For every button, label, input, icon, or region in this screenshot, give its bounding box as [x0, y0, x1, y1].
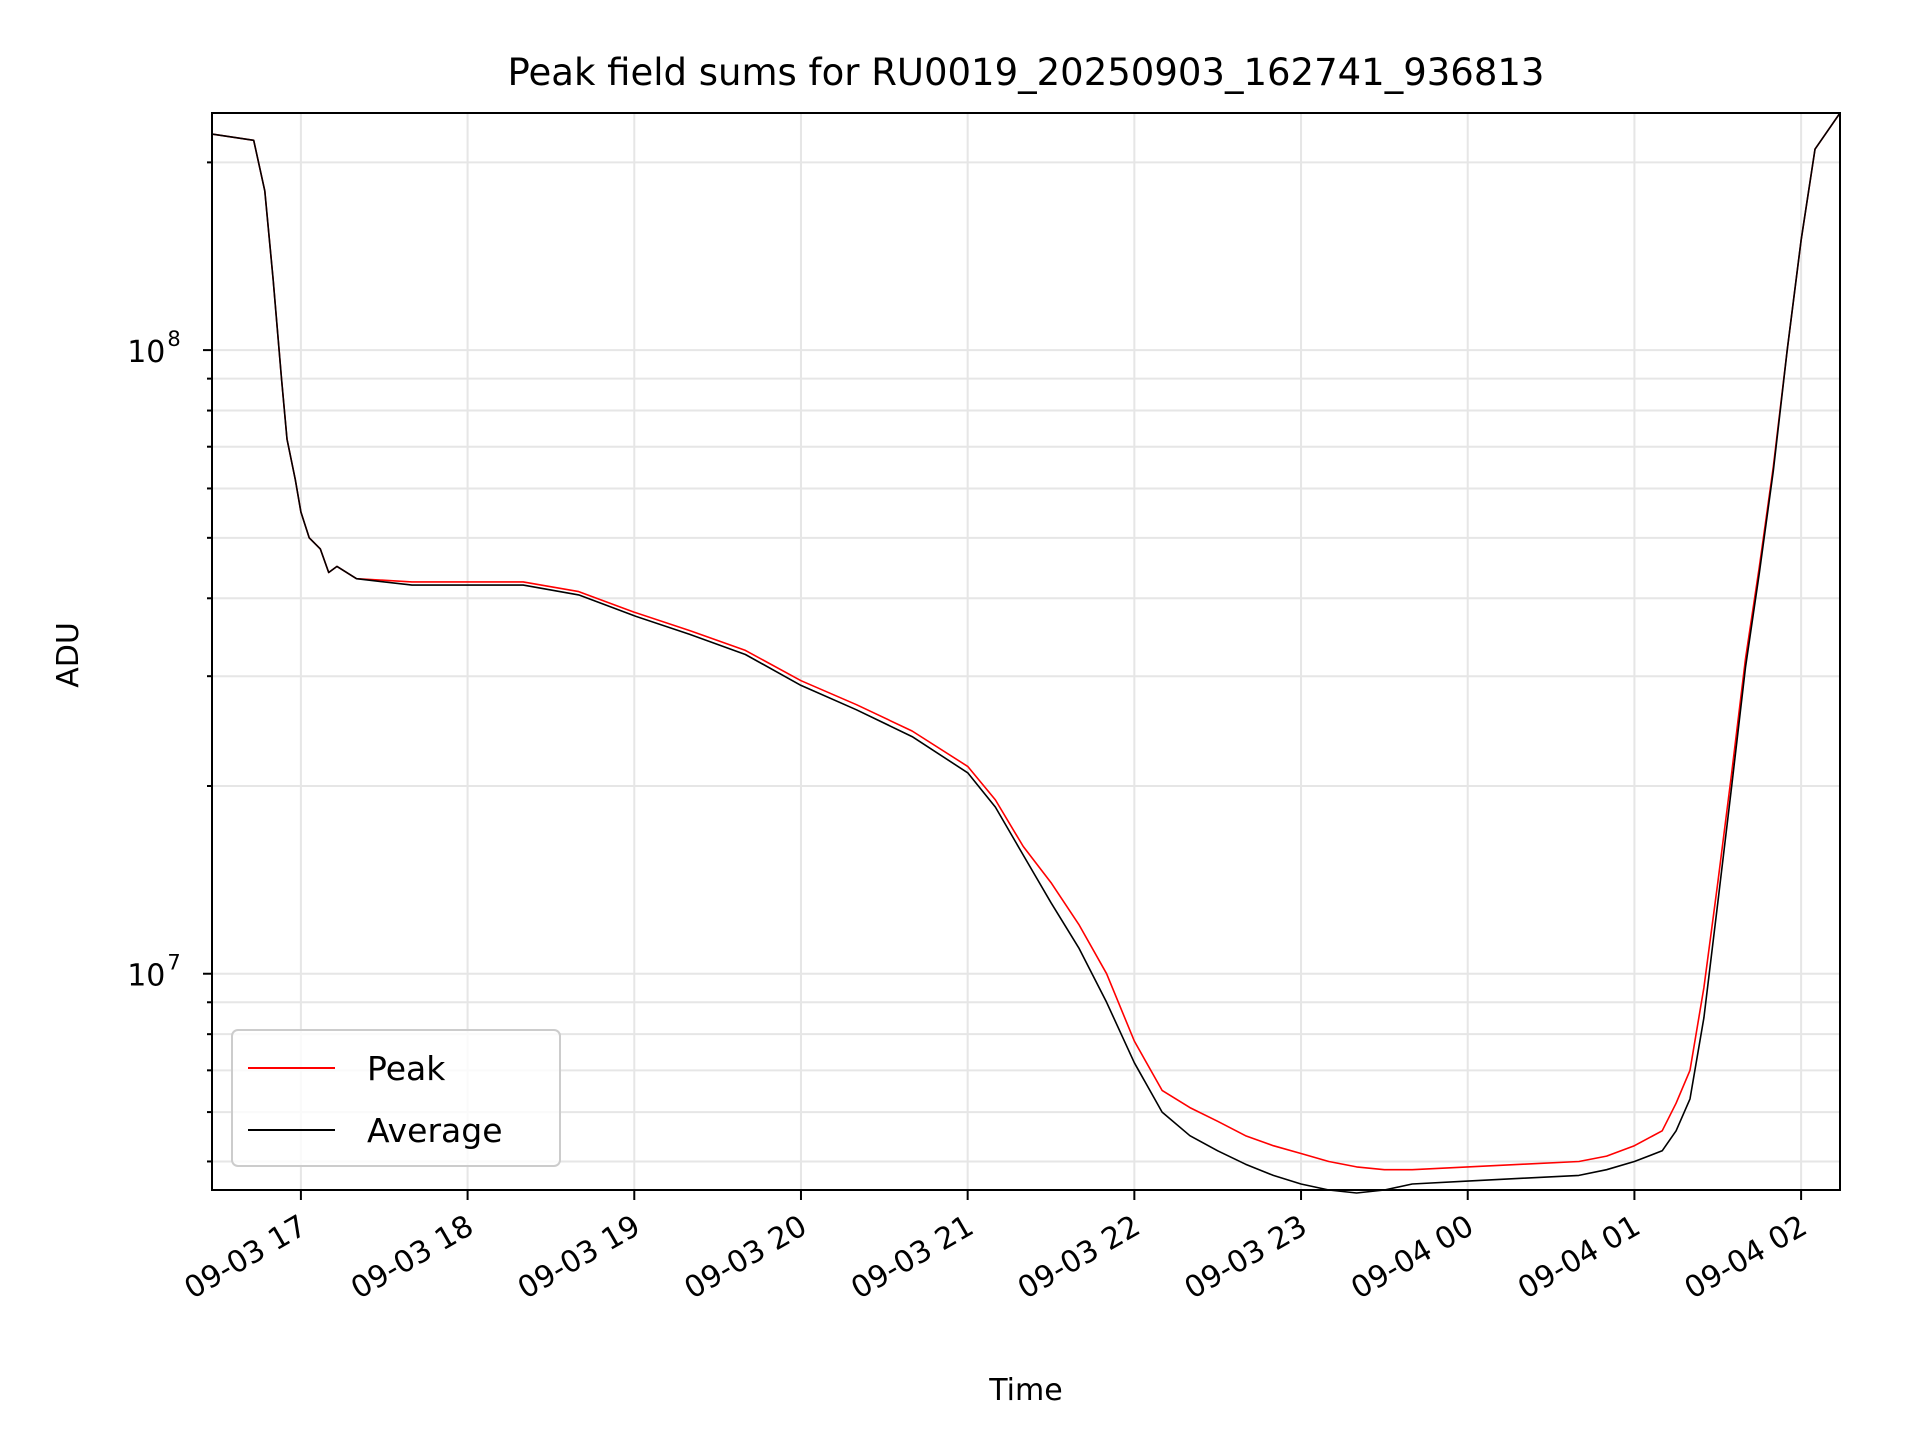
- legend-average-label: Average: [367, 1111, 503, 1150]
- y-tick-exponent: 7: [167, 951, 180, 975]
- plot-frame: [211, 112, 1841, 1191]
- legend-peak-label: Peak: [367, 1049, 446, 1088]
- x-axis-label: Time: [988, 1373, 1062, 1408]
- y-axis-label: ADU: [51, 622, 86, 688]
- legend-box: [231, 1029, 561, 1167]
- y-tick-exponent: 8: [167, 327, 180, 351]
- chart-title: Peak field sums for RU0019_20250903_1627…: [508, 51, 1545, 94]
- y-tick-label: 108: [127, 327, 181, 370]
- legend: Peak Average: [231, 1029, 561, 1167]
- series-line-average: [211, 112, 1841, 1194]
- series: [211, 112, 1841, 1194]
